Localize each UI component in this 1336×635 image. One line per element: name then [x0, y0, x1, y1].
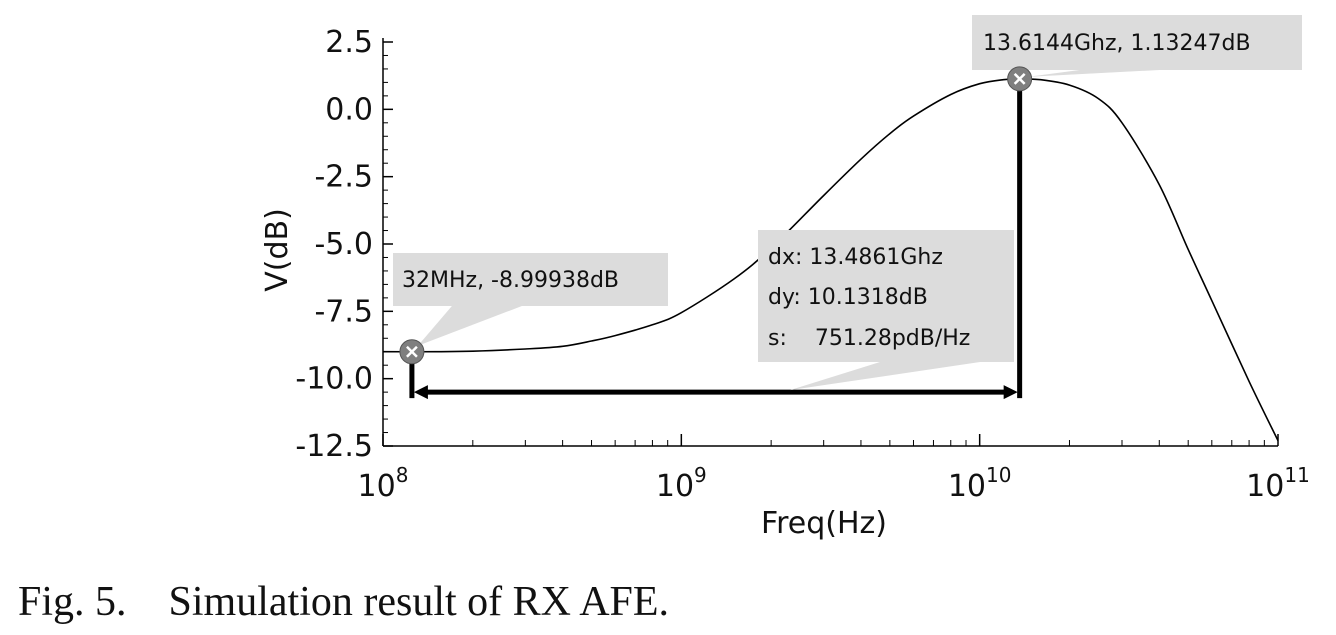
figure-caption: Fig. 5. Simulation result of RX AFE.	[18, 578, 669, 626]
annotation-layer: 13.6144Ghz, 1.13247dB 32MHz, -8.99938dB dx…	[393, 15, 1302, 400]
marker-2-callout-pointer	[1027, 70, 1160, 77]
x-tick-label: 109	[656, 463, 707, 504]
curve-layer	[382, 78, 1279, 441]
delta-dx-label: dx: 13.4861Ghz	[768, 245, 943, 270]
y-tick-label: -5.0	[314, 227, 373, 262]
y-tick-label: 0.0	[325, 92, 373, 127]
x-axis-title: Freq(Hz)	[761, 506, 887, 541]
marker-2-callout	[972, 15, 1302, 70]
series-line	[382, 78, 1279, 441]
marker-cross-b	[406, 345, 418, 358]
x-tick-label: 1011	[1246, 463, 1310, 504]
marker-2-point	[1007, 66, 1033, 92]
y-tick-label: -10.0	[295, 362, 373, 397]
delta-arrow-right-head	[1003, 385, 1018, 400]
y-tick-label: 2.5	[325, 25, 373, 60]
y-tick-label: -7.5	[314, 294, 373, 329]
marker-1-callout-pointer	[417, 306, 522, 346]
delta-slope-label: s: 751.28pdB/Hz	[768, 326, 970, 351]
x-tick-label: 108	[358, 463, 409, 504]
marker-1-point	[399, 339, 425, 365]
caption-label: Fig. 5.	[18, 579, 127, 625]
delta-callout	[758, 230, 1014, 362]
marker-2-label: 13.6144Ghz, 1.13247dB	[983, 31, 1251, 56]
y-tick-label: -2.5	[314, 160, 373, 195]
delta-arrow-left-head	[413, 385, 428, 400]
delta-dy-label: dy: 10.1318dB	[768, 285, 928, 310]
caption-text: Simulation result of RX AFE.	[168, 579, 670, 625]
marker-cross-b	[1013, 72, 1026, 85]
delta-callout-pointer	[790, 362, 980, 391]
marker-1-callout	[393, 253, 668, 306]
x-tick-label: 1010	[948, 463, 1012, 504]
marker-1-label: 32MHz, -8.99938dB	[402, 268, 619, 293]
y-axis-title: V(dB)	[260, 208, 295, 292]
y-tick-label: -12.5	[295, 429, 373, 464]
